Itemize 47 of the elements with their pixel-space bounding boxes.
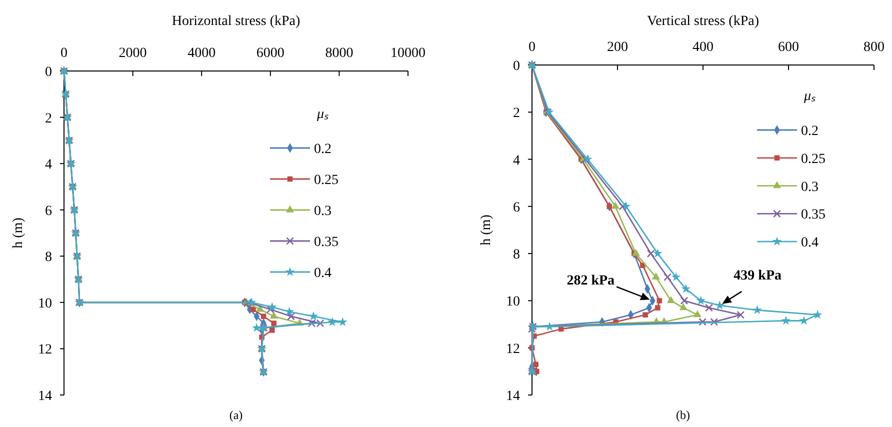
x-tick-label: 0 xyxy=(528,40,536,55)
y-tick-label: 12 xyxy=(38,342,52,358)
y-tick-label: 2 xyxy=(45,111,52,126)
x-tick-label: 0 xyxy=(60,46,68,61)
x-axis-title: Horizontal stress (kPa) xyxy=(172,14,300,29)
y-tick-label: 12 xyxy=(506,342,520,357)
x-tick-label: 2000 xyxy=(118,46,147,61)
y-tick-label: 10 xyxy=(506,294,520,310)
y-tick-label: 0 xyxy=(45,65,52,80)
x-tick-label: 10000 xyxy=(390,46,426,61)
y-tick-label: 6 xyxy=(513,200,520,216)
y-tick-label: 2 xyxy=(513,106,520,122)
legend-label: 0.25 xyxy=(801,152,826,167)
legend-label: 0.2 xyxy=(801,124,818,139)
y-tick-label: 8 xyxy=(45,250,52,266)
y-axis-title: h (m) xyxy=(479,214,494,246)
y-tick-label: 10 xyxy=(38,296,52,312)
y-tick-label: 8 xyxy=(513,248,520,263)
legend-label: 0.3 xyxy=(801,180,818,195)
y-axis-title: h (m) xyxy=(11,217,26,248)
annotation: 439 kPa xyxy=(734,268,782,284)
text: (b) xyxy=(676,408,690,422)
x-tick-label: 8000 xyxy=(325,46,354,61)
legend-label: 0.25 xyxy=(314,173,338,188)
text: (a) xyxy=(229,408,243,422)
x-tick-label: 6000 xyxy=(256,46,284,61)
annotation: 282 kPa xyxy=(566,274,615,289)
x-tick-label: 800 xyxy=(864,40,884,55)
y-tick-label: 14 xyxy=(38,389,52,404)
x-tick-label: 400 xyxy=(692,40,714,55)
legend-label: 0.3 xyxy=(314,204,332,219)
legend-label: 0.4 xyxy=(801,236,818,251)
legend-label: 0.35 xyxy=(314,235,338,250)
y-tick-label: 14 xyxy=(506,389,520,404)
legend-label: 0.35 xyxy=(801,208,826,223)
y-tick-label: 6 xyxy=(45,204,52,219)
y-tick-label: 0 xyxy=(513,59,520,74)
x-tick-label: 4000 xyxy=(188,46,216,61)
x-tick-label: 600 xyxy=(778,40,799,55)
y-tick-label: 4 xyxy=(513,153,520,168)
legend-label: 0.2 xyxy=(314,142,332,157)
x-axis-title: Vertical stress (kPa) xyxy=(647,14,760,29)
y-tick-label: 4 xyxy=(45,158,52,173)
legend-title: μₛ xyxy=(316,107,330,122)
legend-label: 0.4 xyxy=(314,266,332,281)
legend-title: μₛ xyxy=(803,89,816,104)
x-tick-label: 200 xyxy=(607,40,628,55)
